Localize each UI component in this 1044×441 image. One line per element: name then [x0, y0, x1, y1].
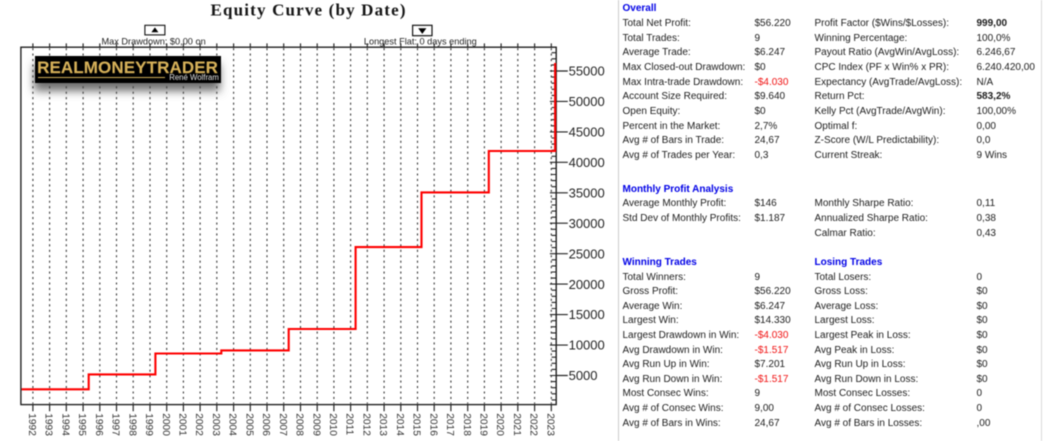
svg-text:2002: 2002 — [193, 413, 204, 436]
svg-text:2006: 2006 — [260, 413, 271, 436]
svg-text:10000: 10000 — [569, 338, 605, 353]
svg-text:2016: 2016 — [427, 413, 438, 436]
svg-text:Max Drawdown: $0,00 on: Max Drawdown: $0,00 on — [102, 36, 206, 46]
svg-text:2018: 2018 — [461, 413, 472, 436]
svg-text:50000: 50000 — [569, 94, 605, 109]
svg-text:2013: 2013 — [377, 413, 388, 436]
svg-text:1993: 1993 — [43, 413, 54, 436]
svg-text:2000: 2000 — [160, 413, 171, 436]
svg-text:2007: 2007 — [277, 413, 288, 436]
svg-text:2022: 2022 — [528, 413, 539, 436]
svg-text:1998: 1998 — [126, 413, 137, 436]
svg-text:2015: 2015 — [411, 413, 422, 436]
svg-text:2023: 2023 — [544, 413, 555, 436]
svg-text:Longest Flat: 0 days ending: Longest Flat: 0 days ending — [364, 36, 477, 46]
svg-text:30000: 30000 — [569, 216, 605, 231]
svg-text:2010: 2010 — [327, 413, 338, 436]
svg-text:40000: 40000 — [569, 155, 605, 170]
svg-text:2014: 2014 — [394, 413, 405, 436]
svg-text:1994: 1994 — [59, 413, 70, 436]
svg-text:1999: 1999 — [143, 413, 154, 436]
svg-text:45000: 45000 — [569, 125, 605, 140]
svg-text:2020: 2020 — [494, 413, 505, 436]
svg-text:2001: 2001 — [177, 413, 188, 436]
svg-text:2009: 2009 — [310, 413, 321, 436]
svg-text:55000: 55000 — [569, 64, 605, 79]
svg-text:20000: 20000 — [569, 277, 605, 292]
svg-text:2004: 2004 — [227, 413, 238, 436]
svg-text:2021: 2021 — [511, 413, 522, 436]
svg-text:5000: 5000 — [569, 368, 598, 383]
svg-text:25000: 25000 — [569, 246, 605, 261]
svg-text:1997: 1997 — [110, 413, 121, 436]
svg-text:1995: 1995 — [76, 413, 87, 436]
svg-text:2003: 2003 — [210, 413, 221, 436]
svg-text:Equity Curve (by Date): Equity Curve (by Date) — [211, 1, 406, 20]
svg-text:1992: 1992 — [26, 413, 37, 436]
svg-text:2011: 2011 — [344, 413, 355, 435]
svg-text:35000: 35000 — [569, 185, 605, 200]
svg-text:2019: 2019 — [478, 413, 489, 436]
svg-text:15000: 15000 — [569, 307, 605, 322]
svg-text:2005: 2005 — [243, 413, 254, 436]
svg-text:2012: 2012 — [360, 413, 371, 436]
svg-text:2008: 2008 — [294, 413, 305, 436]
svg-text:2017: 2017 — [444, 413, 455, 436]
svg-text:1996: 1996 — [93, 413, 104, 436]
